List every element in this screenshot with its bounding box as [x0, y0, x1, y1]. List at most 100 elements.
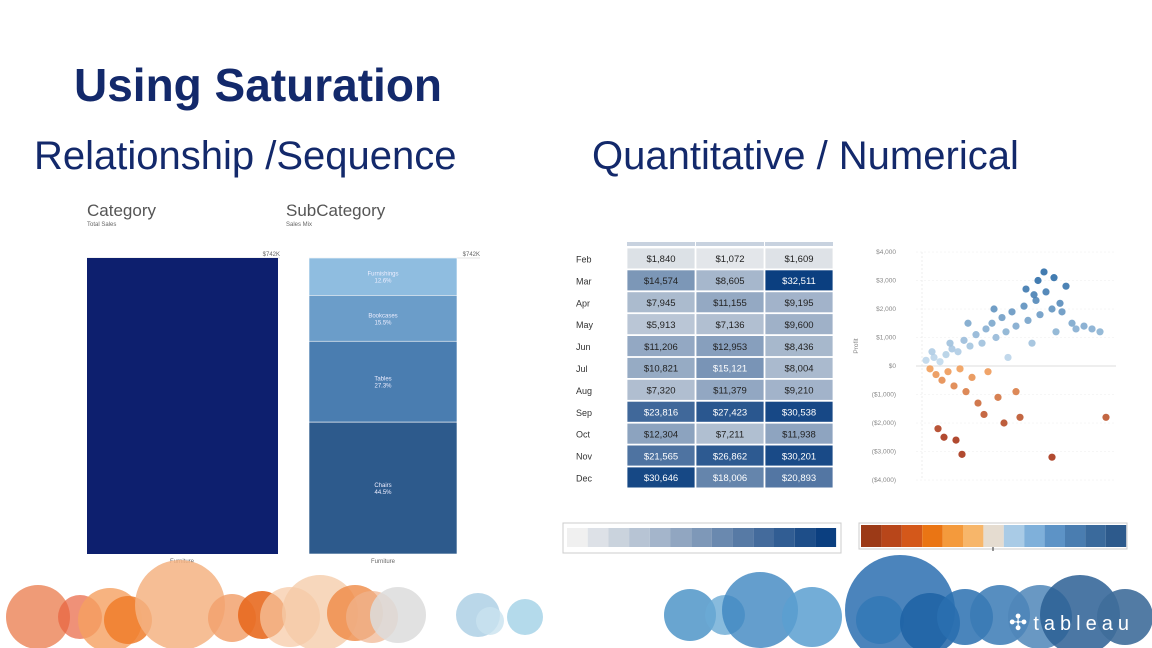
heatmap-cell	[695, 466, 765, 489]
scatter-y-tick: $3,000	[876, 278, 896, 285]
heatmap-cell-value: $8,436	[784, 342, 813, 353]
subcategory-segment-label: Chairs	[374, 483, 391, 489]
heatmap-cell-value: $21,565	[644, 451, 678, 462]
scatter-y-tick: ($3,000)	[872, 449, 896, 456]
heatmap-row-label-aug: Aug	[576, 386, 592, 396]
diverging-legend-swatch	[922, 525, 943, 547]
heatmap-cell	[626, 247, 696, 270]
sequential-legend-swatch	[711, 528, 733, 547]
heatmap-cell	[626, 444, 696, 467]
scatter-point	[946, 339, 954, 347]
heatmap-cell-value: $11,938	[782, 429, 816, 440]
heatmap-row-label-oct: Oct	[576, 430, 591, 440]
subcategory-segment-label: Tables	[374, 377, 391, 383]
heatmap-cell	[764, 466, 834, 489]
heatmap-cell	[764, 313, 834, 335]
scatter-point	[1042, 288, 1050, 296]
scatter-y-label: Profit	[853, 338, 860, 353]
scatter-point	[922, 356, 930, 364]
decorative-bubble	[1040, 575, 1120, 648]
diverging-color-legend	[858, 522, 1128, 551]
heatmap-cell-value: $1,840	[646, 254, 675, 265]
heatmap-row-label-apr: Apr	[576, 298, 590, 308]
tableau-cross-icon: ✣	[1008, 610, 1034, 635]
heatmap-cell	[626, 400, 696, 423]
scatter-point	[1058, 308, 1066, 316]
heatmap-cell-value: $8,605	[715, 276, 744, 287]
diverging-legend-swatch	[1065, 525, 1086, 547]
subcategory-segment-pct: 44.5%	[374, 490, 392, 496]
heatmap-cell-value: $30,646	[644, 473, 678, 484]
heatmap-cell	[764, 378, 834, 401]
scatter-point	[932, 370, 940, 379]
heatmap-cell-value: $20,893	[782, 473, 816, 484]
heatmap-cell-value: $11,206	[644, 342, 678, 353]
heatmap-cell	[764, 400, 834, 423]
scatter-y-tick: $2,000	[876, 306, 896, 313]
scatter-y-tick: ($4,000)	[872, 477, 896, 484]
sequential-legend-swatch	[815, 528, 837, 547]
heatmap-column-header	[696, 242, 764, 246]
subcategory-segment-tables	[308, 340, 458, 423]
heatmap-cell	[626, 335, 696, 357]
scatter-point	[982, 325, 990, 333]
heatmap-row-label-feb: Feb	[576, 254, 592, 264]
monthly-heatmap: Feb $1,840 $1,072 $1,609 Mar $14,574 $8,605 $32…	[576, 242, 834, 489]
decorative-bubble	[664, 589, 716, 641]
heatmap-cell-value: $5,913	[646, 320, 675, 331]
diverging-legend-swatch	[942, 525, 963, 547]
sequential-legend-swatch	[691, 528, 712, 547]
profit-scatter-plot: $4,000 $3,000 $2,000 $1,000 $0 ($1,000) ($2,00…	[853, 249, 1116, 484]
scatter-point	[1052, 328, 1060, 336]
heatmap-cell-value: $7,211	[716, 429, 744, 440]
heatmap-cell-value: $11,379	[713, 386, 747, 397]
scatter-point	[1012, 322, 1020, 330]
diverging-legend-swatch	[1024, 525, 1045, 547]
sequential-legend-swatch	[794, 528, 816, 547]
heatmap-cell	[695, 335, 765, 357]
scatter-point	[980, 410, 988, 419]
scatter-point	[1102, 413, 1110, 421]
heatmap-cell-value: $9,210	[784, 386, 813, 397]
page-title: Using Saturation	[74, 59, 443, 111]
scatter-point	[926, 365, 934, 373]
diverging-legend-swatch	[1105, 525, 1127, 547]
heatmap-cell-value: $11,155	[713, 298, 747, 309]
heatmap-cell	[626, 269, 696, 292]
heatmap-cell-value: $32,511	[782, 276, 816, 287]
heatmap-cell	[764, 444, 834, 467]
heatmap-cell-value: $1,072	[715, 254, 744, 265]
sequential-legend-swatch	[670, 528, 692, 547]
scatter-y-tick: ($1,000)	[872, 392, 896, 399]
heatmap-cell-value: $23,816	[644, 407, 678, 418]
scatter-point	[956, 365, 964, 373]
heatmap-cell-value: $15,121	[713, 364, 747, 375]
heatmap-cell-value: $7,945	[646, 298, 675, 309]
heatmap-cell	[764, 357, 834, 379]
sequential-legend-swatch	[567, 528, 588, 547]
heatmap-row-label-jul: Jul	[576, 364, 588, 374]
scatter-y-tick: $4,000	[876, 249, 896, 256]
heatmap-cell-value: $30,538	[782, 407, 816, 418]
heatmap-row-label-may: May	[576, 320, 594, 330]
scatter-point	[1056, 299, 1064, 307]
heatmap-cell	[626, 466, 696, 489]
scatter-point	[1008, 308, 1016, 316]
scatter-point	[1034, 276, 1042, 285]
decorative-bubble	[782, 587, 842, 647]
diverging-legend-swatch	[861, 525, 882, 547]
scatter-point	[944, 368, 952, 376]
tableau-logo-text: tableau	[1033, 613, 1134, 635]
heatmap-cell	[626, 291, 696, 314]
heatmap-cell	[764, 422, 834, 445]
scatter-point	[1022, 285, 1030, 293]
scatter-point	[1000, 419, 1008, 427]
diverging-legend-swatch	[983, 525, 1004, 547]
heatmap-cell-value: $30,201	[782, 451, 816, 462]
heatmap-cell-value: $1,609	[784, 254, 813, 265]
scatter-point	[1040, 268, 1048, 276]
scatter-point	[994, 393, 1002, 401]
scatter-point	[960, 336, 968, 344]
scatter-point	[968, 373, 976, 381]
